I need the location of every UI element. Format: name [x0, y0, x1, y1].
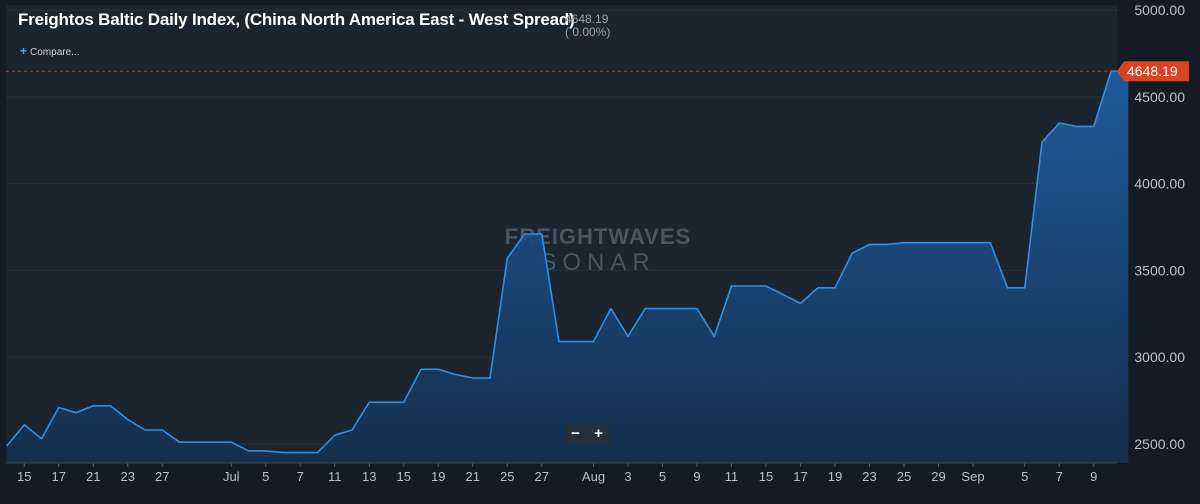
x-tick-label: 7 — [1056, 469, 1063, 484]
x-tick-label: 25 — [500, 469, 514, 484]
title-value: 4648.19 — [565, 12, 609, 26]
x-tick-label: 27 — [535, 469, 549, 484]
title-value-block: 4648.19 ( 0.00%) — [565, 13, 610, 39]
x-tick-label: 27 — [155, 469, 169, 484]
zoom-in-button[interactable]: + — [594, 425, 603, 442]
x-tick-label: 5 — [659, 469, 666, 484]
x-tick-label: Sep — [961, 469, 984, 484]
y-tick-label: 4000.00 — [1134, 176, 1185, 192]
x-tick-label: 21 — [466, 469, 480, 484]
y-tick-label: 2500.00 — [1134, 436, 1185, 452]
x-tick-label: 15 — [397, 469, 411, 484]
x-tick-label: 17 — [52, 469, 66, 484]
series-area — [7, 71, 1129, 463]
y-tick-label: 3000.00 — [1134, 349, 1185, 365]
x-tick-label: Aug — [582, 469, 605, 484]
x-tick-label: 21 — [86, 469, 100, 484]
x-tick-label: 17 — [793, 469, 807, 484]
title-change: ( 0.00%) — [565, 25, 611, 39]
y-axis: 2500.00 3000.00 3500.00 4000.00 4500.00 5000.… — [1134, 2, 1185, 452]
x-tick-label: 29 — [931, 469, 945, 484]
x-tick-label: 23 — [121, 469, 135, 484]
x-tick-label: 19 — [828, 469, 842, 484]
y-tick-label: 4500.00 — [1134, 89, 1185, 105]
y-tick-label: 5000.00 — [1134, 2, 1185, 18]
x-tick-label: 15 — [17, 469, 31, 484]
x-tick-label: 7 — [297, 469, 304, 484]
chart-title: Freightos Baltic Daily Index, (China Nor… — [18, 10, 575, 29]
x-tick-label: 5 — [1021, 469, 1028, 484]
y-tick-label: 3500.00 — [1134, 262, 1185, 278]
x-tick-label: Jul — [223, 469, 240, 484]
current-value-badge-shape — [1117, 61, 1189, 82]
plus-icon: + — [20, 44, 28, 58]
zoom-out-button[interactable]: − — [571, 425, 580, 442]
current-value-badge: 4648.19 — [1117, 61, 1189, 82]
zoom-controls: − + — [564, 424, 610, 443]
x-tick-label: 13 — [362, 469, 376, 484]
x-tick-label: 25 — [897, 469, 911, 484]
x-tick-label: 11 — [328, 469, 342, 484]
x-tick-label: 3 — [624, 469, 631, 484]
x-axis: 15 17 21 23 27 Jul 5 7 11 13 15 19 21 25 27 Aug 3 5 9 11 15 1… — [6, 462, 1117, 484]
x-tick-label: 15 — [759, 469, 773, 484]
x-tick-label: 19 — [431, 469, 445, 484]
compare-button[interactable]: + Compare... — [20, 44, 79, 58]
compare-label: Compare... — [30, 47, 80, 58]
x-tick-label: 23 — [862, 469, 876, 484]
x-tick-label: 9 — [693, 469, 700, 484]
chart-header: Freightos Baltic Daily Index, (China Nor… — [18, 10, 575, 30]
current-value-label: 4648.19 — [1127, 63, 1178, 79]
x-tick-label: 9 — [1090, 469, 1097, 484]
series-line — [6, 70, 1129, 454]
x-tick-label: 5 — [262, 469, 269, 484]
watermark-line2: SONAR — [540, 249, 655, 276]
x-tick-label: 11 — [725, 469, 739, 484]
